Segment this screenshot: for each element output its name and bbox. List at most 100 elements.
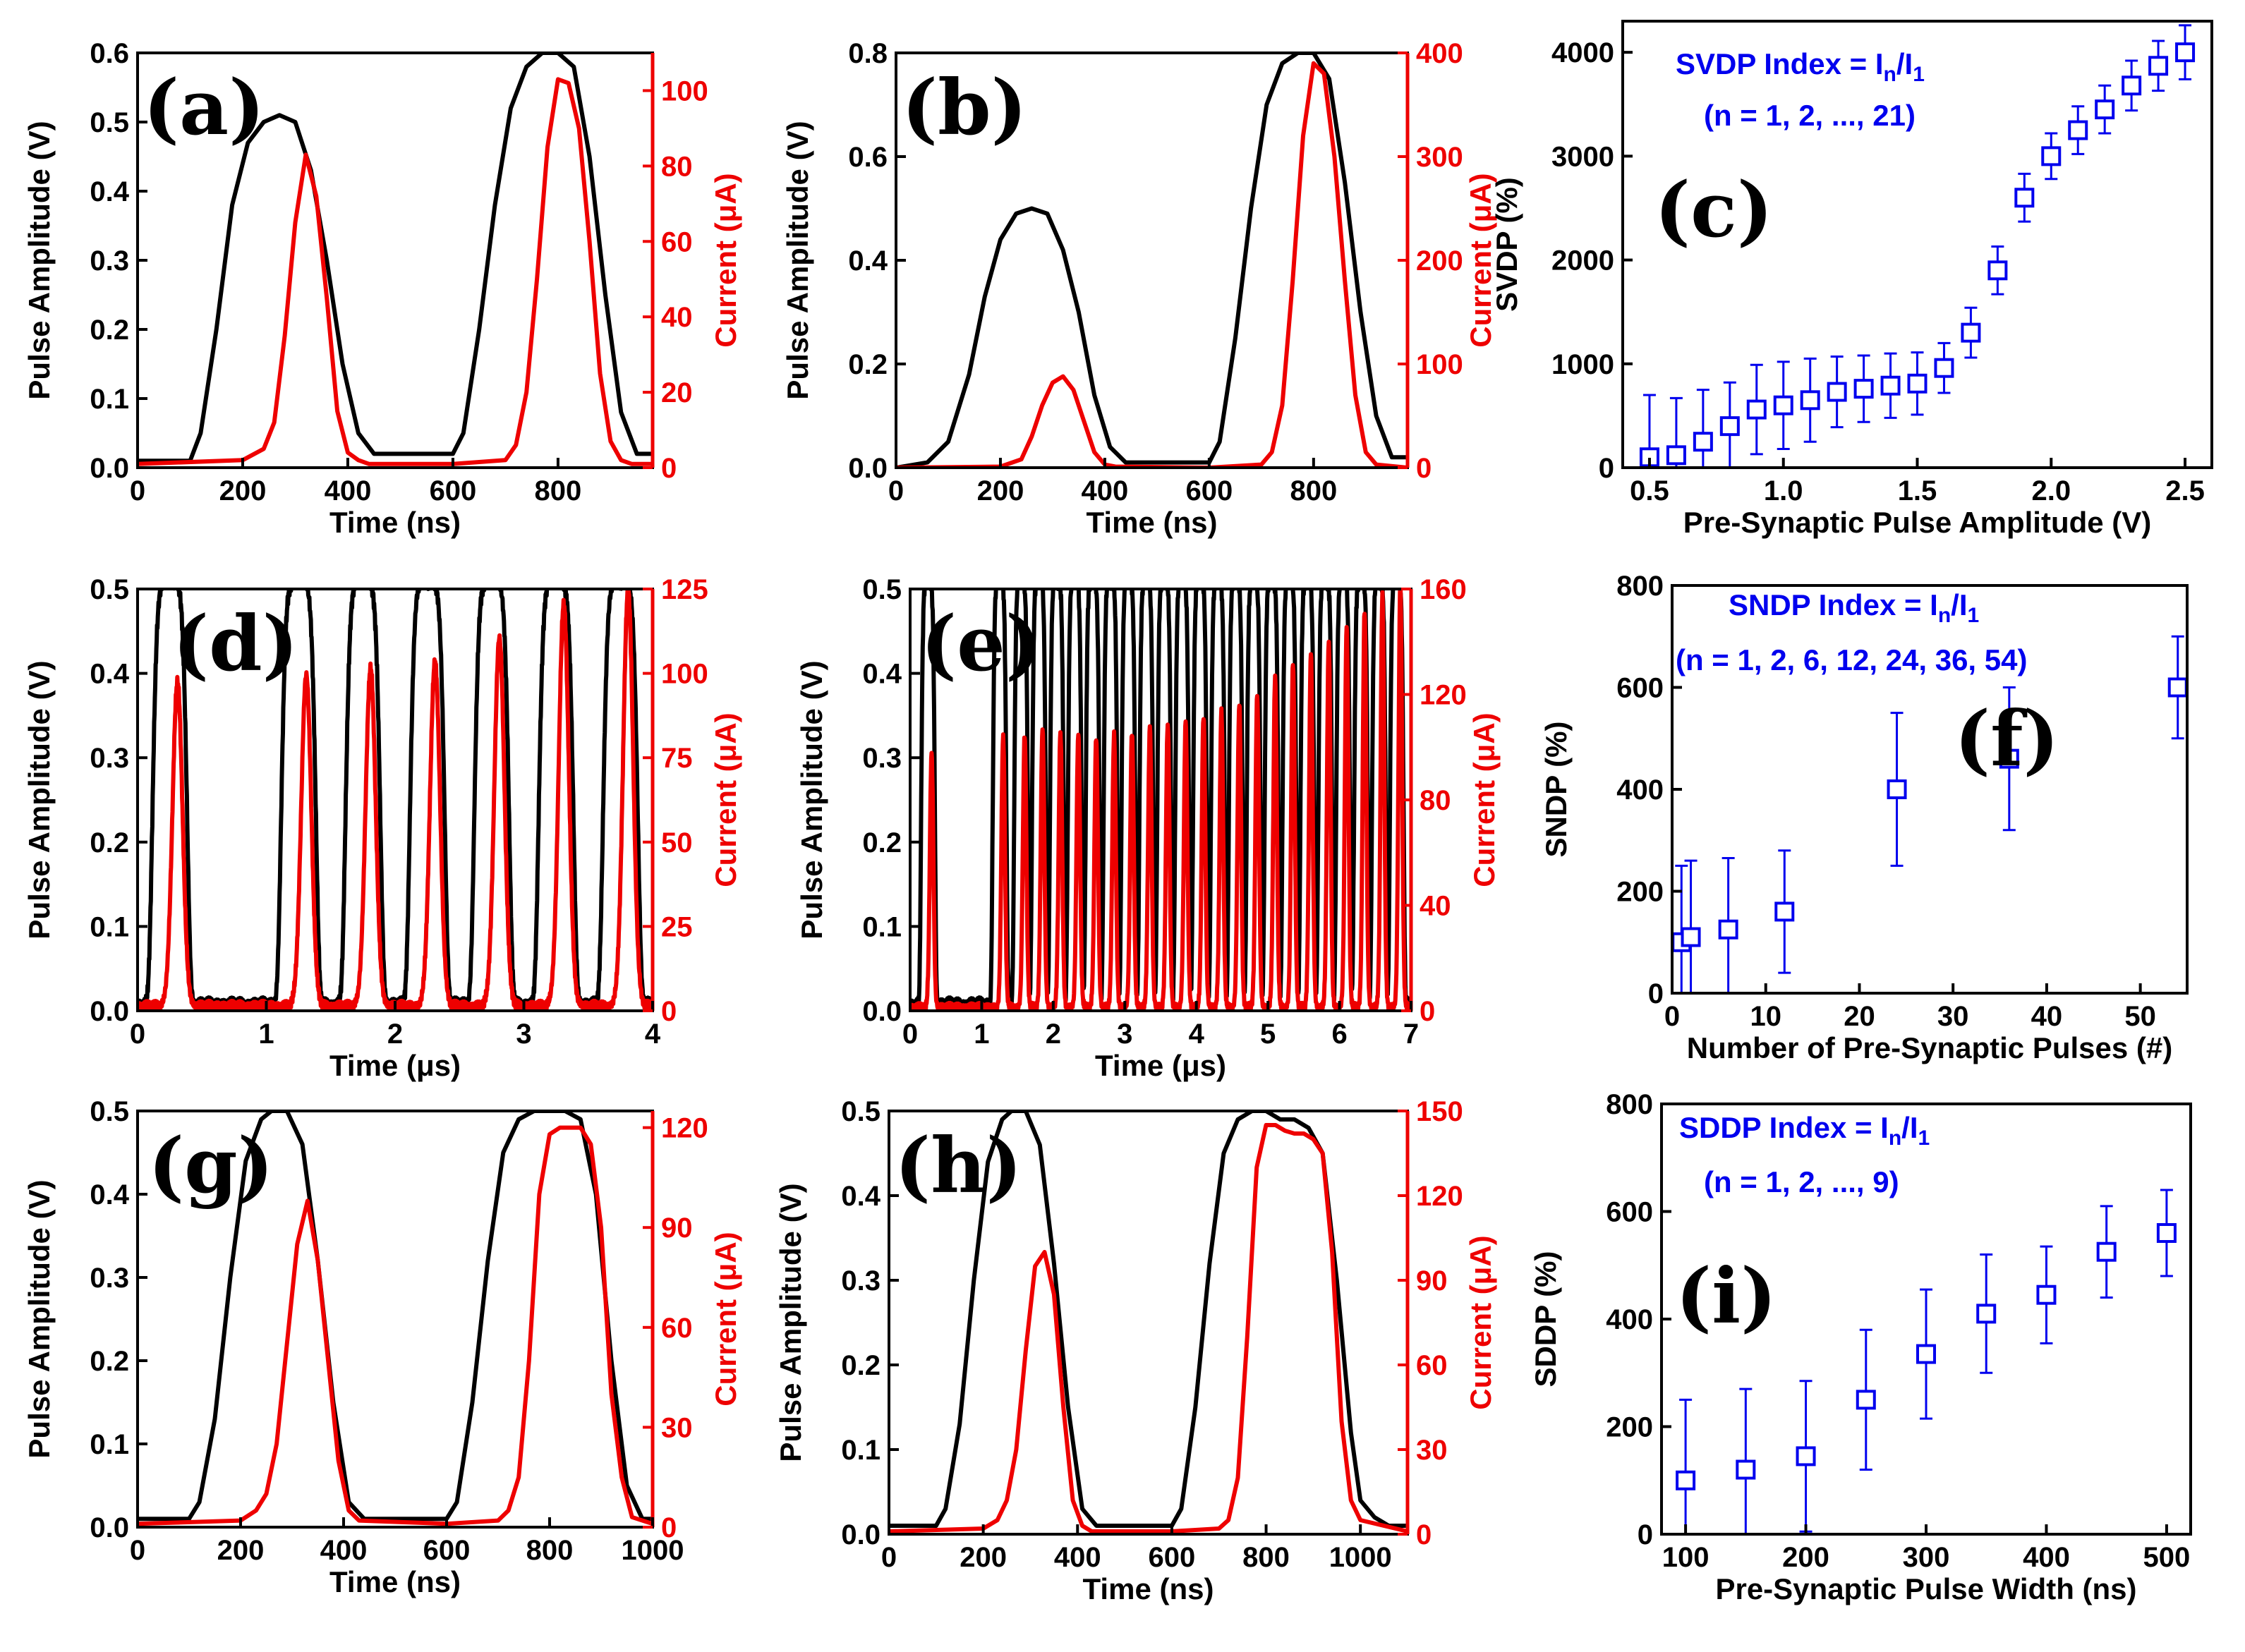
panel-label: (b): [902, 63, 1027, 152]
x-tick-label: 1.0: [1764, 475, 1803, 506]
y2-tick-label: 50: [661, 827, 693, 858]
data-point: [1976, 1304, 1997, 1324]
y-tick-label: 0: [1599, 453, 1614, 484]
x-tick-label: 10: [1750, 1001, 1781, 1032]
x-tick-label: 5: [1260, 1019, 1276, 1050]
markers-c: [1639, 24, 2196, 469]
x-tick-label: 800: [535, 475, 582, 506]
y-tick-label: 0.5: [841, 1096, 881, 1127]
panel-label: (i): [1676, 1252, 1777, 1341]
y-tick-label: 800: [1606, 1089, 1653, 1120]
y2-tick-label: 90: [1416, 1265, 1448, 1296]
data-point: [2036, 1284, 2057, 1305]
y-tick-label: 0.6: [848, 142, 888, 173]
data-point: [2148, 56, 2169, 76]
y2-tick-label: 0: [1416, 1519, 1432, 1550]
x-tick-label: 400: [1054, 1542, 1101, 1573]
data-point: [2156, 1223, 2177, 1243]
y-tick-label: 0.0: [90, 1512, 129, 1543]
markers-f: [1671, 635, 2188, 995]
x-tick-label: 4: [1189, 1019, 1205, 1050]
x-tick-label: 400: [1082, 475, 1129, 506]
y-tick-label: 0.4: [848, 245, 888, 277]
current-series-h: [889, 1123, 1408, 1533]
y-tick-label: 400: [1606, 1304, 1653, 1335]
current-series-a: [138, 77, 653, 466]
x-tick-label: 3: [516, 1019, 531, 1050]
x-tick-label: 2: [1046, 1019, 1061, 1050]
y2-tick-label: 0: [661, 453, 677, 484]
y-tick-label: 0: [1648, 978, 1664, 1009]
y2-tick-label: 60: [661, 1313, 693, 1344]
y-tick-label: 0.3: [841, 1265, 881, 1296]
y-tick-label: 0.8: [848, 38, 888, 69]
x-tick-label: 2.0: [2031, 475, 2071, 506]
y-tick-label: 0.0: [90, 453, 129, 484]
y-tick-label: 600: [1606, 1197, 1653, 1228]
data-point: [1961, 322, 1981, 343]
y2-tick-label: 40: [661, 302, 693, 333]
x-tick-label: 800: [526, 1535, 574, 1566]
x-axis-label: Time (ns): [1087, 506, 1218, 539]
index-range-annotation: (n = 1, 2, 6, 12, 24, 36, 54): [1676, 643, 2027, 676]
y2-tick-label: 200: [1416, 245, 1463, 277]
data-point: [2175, 42, 2196, 63]
y2-axis-label: Current (μA): [1464, 173, 1497, 347]
y-tick-label: 0.4: [90, 659, 129, 690]
panel-label: (d): [173, 600, 298, 688]
y-tick-label: 0.0: [862, 996, 902, 1027]
y-tick-label: 0.6: [90, 38, 129, 69]
x-tick-label: 0: [881, 1542, 897, 1573]
panel-g: 0 200 400 600 800 1000 0.0 0.1 0.2 0.3 0.4 0.5 0 30 60…: [23, 1096, 742, 1598]
voltage-series-b: [896, 53, 1408, 468]
x-tick-label: 400: [325, 475, 372, 506]
y-tick-label: 0.0: [848, 453, 888, 484]
x-axis-label: Pre-Synaptic Pulse Width (ns): [1715, 1572, 2136, 1605]
x-tick-label: 400: [2023, 1542, 2070, 1573]
x-tick-label: 200: [217, 1535, 265, 1566]
y-axis-label: Pulse Amplitude (V): [23, 121, 56, 399]
y-tick-label: 600: [1616, 673, 1664, 704]
x-tick-label: 1: [258, 1019, 274, 1050]
y-tick-label: 0.2: [841, 1350, 881, 1381]
data-point: [1718, 919, 1738, 940]
y-tick-label: 200: [1616, 877, 1664, 908]
data-point: [2014, 188, 2035, 208]
data-point: [1999, 748, 2019, 769]
y2-tick-label: 150: [1416, 1096, 1463, 1127]
data-point: [1773, 395, 1793, 415]
y-tick-label: 0.5: [90, 107, 129, 138]
x-tick-label: 1: [974, 1019, 989, 1050]
data-point: [1676, 1470, 1696, 1490]
panel-c: 0.5 1.0 1.5 2.0 2.5 0 1000 2000 3000 4000 Pre-Syna…: [1490, 20, 2213, 539]
x-axis-label: Time (ns): [329, 506, 461, 539]
x-tick-label: 20: [1844, 1001, 1875, 1032]
panel-a: 0 200 400 600 800 0.0 0.1 0.2 0.3 0.4 0.5 0.6 0 20 40 6…: [23, 38, 742, 539]
y-tick-label: 0.5: [90, 1096, 129, 1127]
y-axis-label: SVDP (%): [1490, 177, 1523, 312]
x-tick-label: 600: [1149, 1542, 1196, 1573]
x-tick-label: 40: [2031, 1001, 2063, 1032]
y-axis-label: Pulse Amplitude (V): [23, 660, 56, 939]
y2-axis-label: Current (μA): [709, 1232, 742, 1406]
x-tick-label: 600: [430, 475, 477, 506]
voltage-series-e: [910, 589, 1411, 1011]
x-axis-label: Pre-Synaptic Pulse Amplitude (V): [1683, 506, 2152, 539]
x-tick-label: 0: [130, 1535, 145, 1566]
data-point: [1800, 390, 1820, 411]
current-series-b: [896, 61, 1408, 468]
x-tick-label: 0: [130, 475, 145, 506]
x-tick-label: 500: [2143, 1542, 2191, 1573]
y-tick-label: 0: [1638, 1519, 1653, 1550]
y-axis-label: SDDP (%): [1529, 1251, 1562, 1387]
x-axis-label: Time (μs): [329, 1049, 461, 1082]
y2-tick-label: 400: [1416, 38, 1463, 69]
data-point: [1827, 382, 1847, 402]
y2-tick-label: 120: [661, 1113, 708, 1144]
y-tick-label: 2000: [1551, 245, 1614, 277]
x-axis-label: Time (ns): [329, 1565, 461, 1598]
panel-label: (g): [148, 1122, 274, 1210]
index-annotation: SDDP Index = In/I1: [1679, 1111, 1930, 1150]
panel-d: 0 1 2 3 4 0.0 0.1 0.2 0.3 0.4 0.5 0 25 50 75 100 125 Time…: [23, 574, 742, 1082]
data-point: [1736, 1459, 1756, 1480]
